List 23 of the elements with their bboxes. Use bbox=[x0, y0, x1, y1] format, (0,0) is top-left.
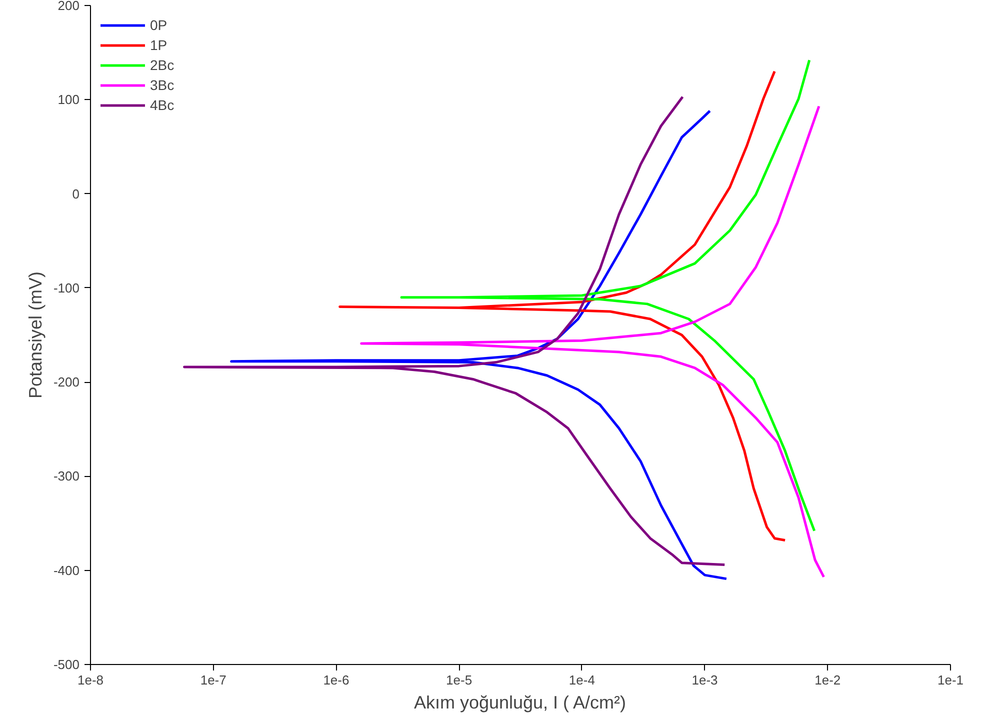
legend-label: 0P bbox=[150, 17, 168, 33]
y-tick-label: -400 bbox=[53, 562, 80, 578]
y-tick-label: -200 bbox=[53, 374, 80, 390]
y-tick-label: 100 bbox=[58, 92, 80, 108]
x-tick-label: 1e-8 bbox=[77, 672, 104, 688]
x-tick-label: 1e-3 bbox=[692, 672, 718, 688]
y-tick-label: -100 bbox=[53, 280, 80, 296]
legend-label: 1P bbox=[150, 37, 168, 53]
y-tick-label: -300 bbox=[53, 468, 80, 484]
x-tick-label: 1e-4 bbox=[568, 672, 595, 688]
y-tick-label: 0 bbox=[72, 186, 80, 202]
y-tick-label: 200 bbox=[58, 0, 80, 13]
legend-label: 3Bc bbox=[150, 77, 174, 93]
x-tick-label: 1e-7 bbox=[200, 672, 226, 688]
legend-label: 4Bc bbox=[150, 97, 174, 113]
y-axis-title: Potansiyel (mV) bbox=[25, 271, 46, 399]
x-axis-title: Akım yoğunluğu, I ( A/cm²) bbox=[414, 692, 626, 712]
x-tick-label: 1e-5 bbox=[446, 672, 472, 688]
x-tick-label: 1e-1 bbox=[937, 672, 964, 688]
y-tick-label: -500 bbox=[53, 657, 80, 672]
legend-label: 2Bc bbox=[150, 57, 174, 73]
x-tick-label: 1e-6 bbox=[323, 672, 350, 688]
x-tick-label: 1e-2 bbox=[814, 672, 841, 688]
